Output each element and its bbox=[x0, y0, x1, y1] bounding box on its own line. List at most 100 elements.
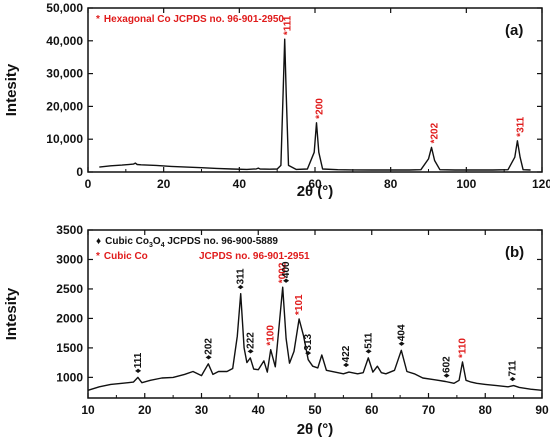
peak-label: ♦311 bbox=[236, 268, 247, 290]
peak-index: 200 bbox=[315, 98, 326, 115]
legend: ♦ Cubic Co3O4 JCPDS no. 96-900-5889* Cubic… bbox=[96, 236, 310, 262]
legend-entry: * Cubic Co JCPDS no. 96-901-2951 bbox=[96, 251, 310, 262]
legend-marker: * bbox=[96, 14, 100, 25]
peak-label: *100 bbox=[266, 325, 277, 346]
x-tick-label: 80 bbox=[384, 177, 398, 191]
x-tick-label: 100 bbox=[456, 177, 476, 191]
x-tick-label: 60 bbox=[365, 403, 379, 417]
peak-label: ♦404 bbox=[396, 324, 407, 346]
peak-label: ♦111 bbox=[133, 352, 144, 373]
peak-label: ♦602 bbox=[442, 356, 453, 378]
y-axis-title: Intesity bbox=[3, 287, 20, 340]
peak-marker: ♦ bbox=[133, 368, 144, 373]
peak-index: 222 bbox=[245, 332, 256, 349]
peak-label: *200 bbox=[315, 98, 326, 119]
peak-index: 202 bbox=[430, 122, 441, 139]
legend-jcpds: JCPDS no. 96-900-5889 bbox=[165, 236, 279, 247]
peak-label: *002 bbox=[278, 262, 289, 283]
peak-index: 422 bbox=[341, 345, 352, 362]
peak-label: ♦422 bbox=[341, 345, 352, 367]
legend-phase: Cubic Co bbox=[105, 236, 149, 247]
xrd-pattern-line bbox=[87, 286, 543, 391]
peak-marker: ♦ bbox=[245, 349, 256, 354]
x-axis-title: 2θ (°) bbox=[297, 183, 334, 200]
legend-marker: ♦ bbox=[96, 236, 101, 247]
legend-phase-o: O bbox=[153, 236, 161, 247]
peak-marker: * bbox=[294, 311, 305, 315]
panel-label: (b) bbox=[505, 244, 524, 261]
peak-marker: ♦ bbox=[303, 351, 314, 356]
y-tick-label: 3000 bbox=[56, 252, 83, 266]
peak-marker: * bbox=[515, 133, 526, 137]
y-tick-label: 3500 bbox=[56, 223, 83, 237]
peak-index: 100 bbox=[266, 325, 277, 342]
peak-label: ♦711 bbox=[507, 360, 518, 382]
peak-marker: * bbox=[430, 139, 441, 143]
peak-marker: ♦ bbox=[236, 285, 247, 290]
legend-text: Hexagonal Co JCPDS no. 96-901-2950 bbox=[104, 14, 285, 25]
x-tick-label: 120 bbox=[532, 177, 550, 191]
legend-entry: * Hexagonal Co JCPDS no. 96-901-2950 bbox=[96, 14, 284, 25]
peak-index: 202 bbox=[203, 338, 214, 355]
y-tick-label: 1500 bbox=[56, 341, 83, 355]
peak-index: 511 bbox=[363, 332, 374, 349]
legend-entry: ♦ Cubic Co3O4 JCPDS no. 96-900-5889 bbox=[96, 236, 278, 249]
x-tick-label: 60 bbox=[308, 177, 322, 191]
peak-marker: * bbox=[458, 354, 469, 358]
peak-index: 711 bbox=[507, 360, 518, 377]
peak-marker: ♦ bbox=[363, 349, 374, 354]
x-tick-label: 30 bbox=[195, 403, 209, 417]
peak-marker: * bbox=[283, 31, 294, 35]
peak-index: 002 bbox=[278, 262, 289, 279]
x-tick-label: 70 bbox=[422, 403, 436, 417]
peak-marker: * bbox=[278, 279, 289, 283]
peak-label: *311 bbox=[515, 116, 526, 136]
peak-index: 404 bbox=[396, 324, 407, 341]
peak-label: ♦202 bbox=[203, 338, 214, 360]
x-tick-label: 20 bbox=[157, 177, 171, 191]
x-tick-label: 0 bbox=[85, 177, 92, 191]
peak-label: *111 bbox=[283, 15, 294, 35]
peak-marker: * bbox=[266, 342, 277, 346]
peak-index: 110 bbox=[458, 338, 469, 355]
x-tick-label: 10 bbox=[81, 403, 95, 417]
legend-jcpds: JCPDS no. 96-901-2951 bbox=[199, 251, 310, 262]
x-tick-label: 40 bbox=[252, 403, 266, 417]
x-tick-label: 50 bbox=[308, 403, 322, 417]
x-axis-title: 2θ (°) bbox=[297, 421, 334, 438]
y-tick-label: 10,000 bbox=[46, 132, 83, 146]
peak-label: ♦222 bbox=[245, 332, 256, 354]
peak-label: *110 bbox=[458, 338, 469, 358]
panel-a-chart: 0 20 40 60 80 100 120 0 10,000 20,000 30,000 40,000… bbox=[3, 1, 550, 200]
peak-marker: ♦ bbox=[507, 377, 518, 382]
peak-marker: ♦ bbox=[341, 362, 352, 367]
peak-marker: ♦ bbox=[442, 373, 453, 378]
y-tick-label: 2000 bbox=[56, 311, 83, 325]
legend-subscript: 4 bbox=[161, 242, 165, 249]
x-tick-label: 20 bbox=[138, 403, 152, 417]
y-tick-label: 2500 bbox=[56, 282, 83, 296]
peak-index: 111 bbox=[283, 15, 294, 31]
y-tick-label: 20,000 bbox=[46, 99, 83, 113]
y-tick-label: 40,000 bbox=[46, 34, 83, 48]
x-tick-label: 40 bbox=[233, 177, 247, 191]
peak-index: 400 bbox=[281, 261, 292, 278]
y-axis-title: Intesity bbox=[3, 63, 20, 116]
legend-phase: Cubic Co bbox=[104, 251, 148, 262]
peak-label: *101 bbox=[294, 294, 305, 315]
y-tick-label: 1000 bbox=[56, 370, 83, 384]
peak-label: ♦313 bbox=[303, 333, 314, 355]
peak-label: ♦511 bbox=[363, 332, 374, 354]
peak-index: 313 bbox=[303, 333, 314, 350]
legend-marker: * bbox=[96, 251, 100, 262]
xrd-pattern-line bbox=[99, 38, 531, 171]
plot-frame bbox=[87, 229, 543, 399]
panel-label: (a) bbox=[505, 22, 523, 39]
legend: * Hexagonal Co JCPDS no. 96-901-2950 bbox=[96, 14, 284, 25]
peak-label: ♦400 bbox=[281, 261, 292, 283]
peak-marker: ♦ bbox=[281, 278, 292, 283]
x-tick-label: 90 bbox=[535, 403, 549, 417]
peak-label: *202 bbox=[430, 122, 441, 143]
peak-marker: ♦ bbox=[203, 355, 214, 360]
y-tick-label: 50,000 bbox=[46, 1, 83, 15]
